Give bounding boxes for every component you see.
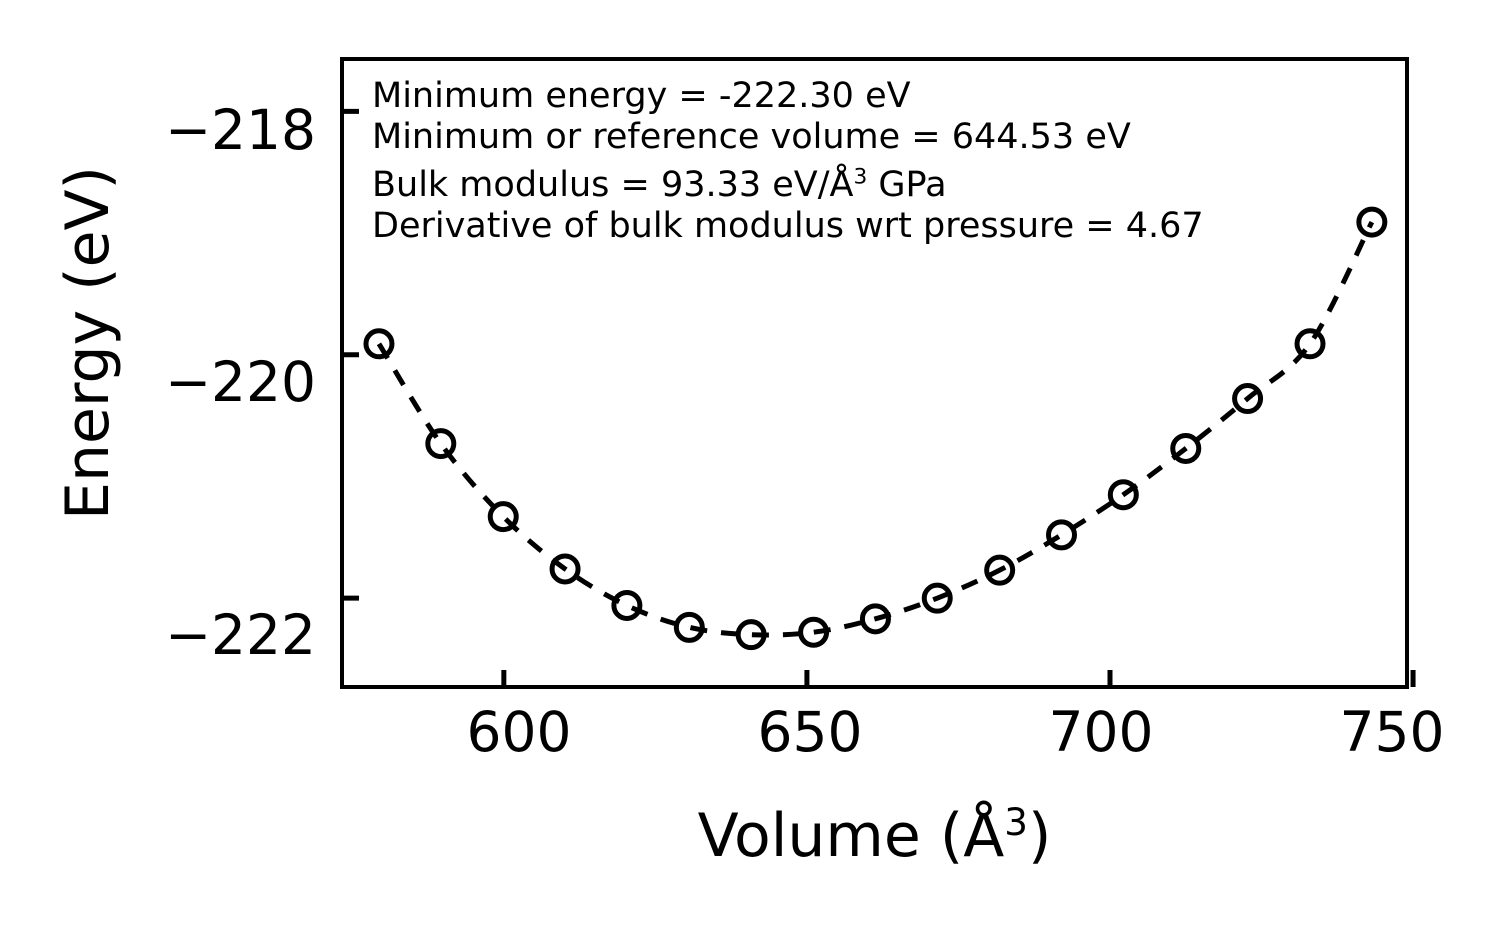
x-axis-title: Volume (Å3) bbox=[340, 800, 1409, 872]
x-tick-label-1-wrap: 650 bbox=[710, 700, 910, 764]
y-tick-label-2-wrap: −222 bbox=[0, 608, 316, 664]
y-tick-label-2: −222 bbox=[164, 603, 316, 667]
x-axis-title-prefix: Volume (Å bbox=[697, 801, 1005, 871]
plot-axes-frame bbox=[340, 57, 1409, 689]
annotation-bulk-modulus-prefix: Bulk modulus = 93.33 eV/Å bbox=[372, 165, 854, 205]
fit-results-annotation: Minimum energy = -222.30 eV Minimum or r… bbox=[372, 76, 1232, 247]
x-tick-label-2: 700 bbox=[1048, 700, 1154, 764]
x-axis-title-exponent: 3 bbox=[1004, 800, 1028, 844]
x-tick-label-0: 600 bbox=[466, 700, 572, 764]
y-tick-label-1: −220 bbox=[164, 350, 316, 414]
annotation-bulk-modulus-suffix: GPa bbox=[867, 165, 947, 205]
x-tick-label-3-wrap: 750 bbox=[1292, 700, 1492, 764]
x-tick-label-2-wrap: 700 bbox=[1001, 700, 1201, 764]
y-tick-label-0-wrap: −218 bbox=[0, 103, 316, 159]
x-tick-label-1: 650 bbox=[757, 700, 863, 764]
x-tick-label-0-wrap: 600 bbox=[419, 700, 619, 764]
x-axis-title-suffix: ) bbox=[1027, 801, 1052, 871]
annotation-minimum-energy: Minimum energy = -222.30 eV bbox=[372, 76, 911, 116]
annotation-bulk-modulus: Bulk modulus = 93.33 eV/Å3 GPa bbox=[372, 165, 1232, 206]
y-tick-label-1-wrap: −220 bbox=[0, 355, 316, 411]
annotation-bulk-modulus-derivative: Derivative of bulk modulus wrt pressure … bbox=[372, 206, 1204, 246]
x-tick-label-3: 750 bbox=[1339, 700, 1445, 764]
y-tick-label-0: −218 bbox=[164, 98, 316, 162]
annotation-bulk-modulus-exponent: 3 bbox=[853, 164, 868, 190]
annotation-minimum-volume: Minimum or reference volume = 644.53 eV bbox=[372, 117, 1131, 157]
